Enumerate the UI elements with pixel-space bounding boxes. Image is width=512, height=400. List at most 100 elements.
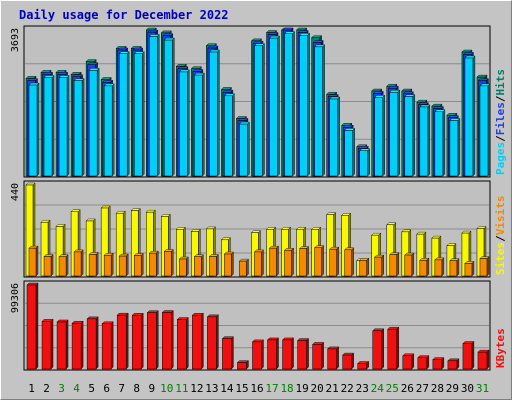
x-tick-label-day-27: 27 — [416, 382, 429, 395]
bar-pages-day-3-side — [66, 75, 70, 177]
bar-visits-day-17 — [269, 245, 279, 277]
bar-kbytes-day-2-face — [41, 321, 52, 370]
bar-kbytes-day-30-face — [462, 343, 473, 370]
bar-visits-day-24-side — [381, 254, 384, 277]
bar-visits-day-8-face — [133, 255, 142, 277]
bar-kbytes-day-28-side — [441, 357, 445, 370]
x-tick-label-day-26: 26 — [401, 382, 414, 395]
bar-visits-day-5-face — [88, 254, 97, 277]
bar-kbytes-day-31 — [477, 349, 490, 370]
bar-visits-day-20-side — [321, 245, 324, 277]
bar-pages-day-24 — [374, 94, 386, 177]
bar-visits-day-28-face — [434, 259, 443, 277]
bar-pages-day-1-face — [28, 84, 38, 177]
bar-visits-day-12-face — [194, 256, 202, 277]
bar-kbytes-day-11-face — [177, 319, 187, 370]
bar-kbytes-day-24-side — [381, 328, 384, 370]
bar-kbytes-day-14-face — [222, 338, 232, 370]
bar-kbytes-day-8-face — [131, 315, 142, 370]
x-tick-label-day-10: 10 — [160, 382, 173, 395]
bar-kbytes-day-11-side — [186, 317, 189, 370]
bar-pages-day-21 — [329, 96, 341, 177]
x-tick-label-day-31: 31 — [476, 382, 489, 395]
bar-kbytes-day-8-side — [141, 312, 144, 370]
bar-visits-day-16 — [254, 249, 264, 277]
bar-kbytes-day-7-face — [116, 314, 127, 370]
bar-kbytes-day-18-face — [282, 339, 292, 370]
bar-kbytes-day-22-face — [342, 354, 352, 370]
x-tick-label-day-13: 13 — [205, 382, 218, 395]
bar-kbytes-day-19 — [297, 338, 310, 370]
x-tick-label-day-29: 29 — [446, 382, 459, 395]
bar-visits-day-18 — [284, 247, 295, 277]
bar-pages-day-22-face — [344, 130, 353, 177]
bar-pages-day-10 — [163, 37, 175, 177]
bar-kbytes-day-7 — [116, 312, 129, 370]
legend-hits: Hits — [494, 69, 507, 96]
bar-kbytes-day-21 — [327, 346, 340, 370]
bar-pages-day-9 — [148, 34, 160, 177]
bar-pages-day-20-face — [314, 46, 323, 177]
x-tick-label-day-5: 5 — [88, 382, 95, 395]
bar-pages-day-17 — [269, 35, 280, 177]
legend-separator: / — [494, 135, 507, 142]
bar-pages-day-22 — [344, 127, 356, 177]
x-tick-label-day-1: 1 — [28, 382, 35, 395]
x-tick-label-day-19: 19 — [295, 382, 308, 395]
bar-pages-day-6 — [103, 83, 115, 177]
bar-visits-day-6-side — [110, 252, 114, 277]
bar-visits-day-11 — [178, 256, 189, 277]
bar-kbytes-day-20 — [312, 341, 325, 370]
bar-kbytes-day-22-side — [351, 352, 354, 370]
bar-pages-day-31 — [479, 83, 491, 177]
bar-kbytes-day-12 — [191, 312, 204, 370]
bar-kbytes-day-28 — [432, 357, 445, 370]
chart-title: Daily usage for December 2022 — [19, 8, 229, 22]
bar-pages-day-16-face — [254, 45, 263, 177]
right-legend-1: Pages/Files/Hits — [494, 69, 507, 175]
bar-pages-day-14-side — [232, 93, 235, 177]
bar-visits-day-30 — [464, 260, 475, 277]
bar-kbytes-day-27 — [417, 355, 430, 370]
bar-pages-day-2-face — [43, 77, 53, 177]
bar-kbytes-day-23-face — [357, 363, 367, 370]
bar-kbytes-day-4 — [71, 320, 84, 370]
bar-kbytes-day-15 — [236, 360, 249, 370]
bar-kbytes-day-27-face — [417, 357, 428, 370]
bar-visits-day-18-side — [291, 247, 294, 277]
bar-visits-day-1-side — [35, 245, 39, 277]
bar-kbytes-day-31-side — [486, 349, 490, 370]
bar-kbytes-day-10-side — [171, 310, 174, 370]
bar-pages-day-26-face — [404, 96, 414, 177]
bar-kbytes-day-1-side — [35, 282, 39, 370]
bar-pages-day-22-side — [352, 127, 355, 177]
bar-kbytes-day-25 — [387, 326, 400, 370]
bar-visits-day-16-face — [254, 251, 262, 277]
bar-kbytes-day-25-face — [387, 328, 398, 370]
bar-visits-day-13 — [208, 254, 219, 277]
legend-visits: Visits — [494, 196, 507, 236]
bar-visits-day-10-face — [164, 251, 172, 277]
bar-kbytes-day-28-face — [432, 359, 443, 370]
x-tick-label-day-22: 22 — [341, 382, 354, 395]
bar-kbytes-day-4-face — [71, 322, 82, 370]
legend-files: Files — [494, 102, 507, 135]
bar-visits-day-1-face — [28, 247, 37, 277]
bar-pages-day-30-face — [464, 57, 474, 177]
bar-pages-day-23-face — [359, 150, 368, 177]
bar-kbytes-day-18 — [282, 337, 295, 370]
bar-kbytes-day-9-side — [156, 310, 159, 370]
bar-visits-day-22-face — [344, 249, 352, 277]
bar-pages-day-12-side — [202, 72, 205, 177]
x-tick-label-day-11: 11 — [175, 382, 188, 395]
bar-pages-day-23-side — [367, 148, 370, 177]
x-tick-label-day-6: 6 — [103, 382, 110, 395]
bar-pages-day-18-face — [284, 33, 293, 177]
bar-kbytes-day-10 — [161, 310, 174, 370]
bar-visits-day-2-face — [43, 256, 52, 277]
bar-kbytes-day-18-side — [291, 337, 294, 370]
bar-visits-day-23-face — [359, 260, 367, 277]
bar-pages-day-11-face — [179, 71, 188, 177]
bar-kbytes-day-13-face — [207, 316, 217, 370]
bar-visits-day-16-side — [261, 249, 264, 277]
